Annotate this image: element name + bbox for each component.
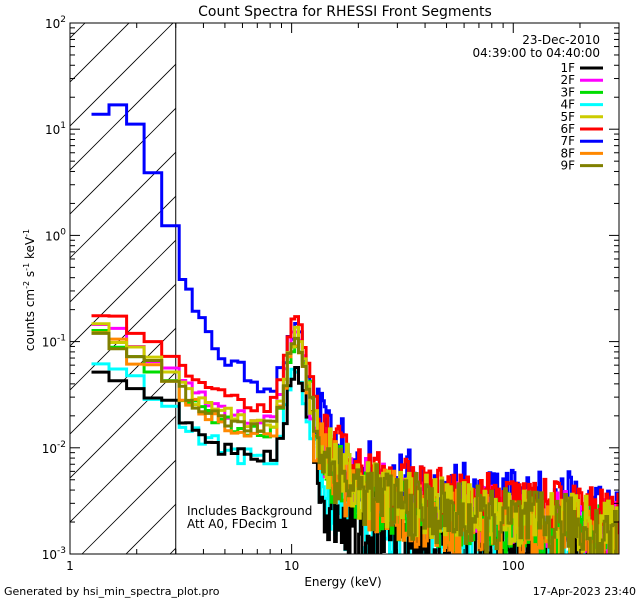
hatch-line: [70, 107, 176, 215]
x-tick-label: 100: [502, 559, 525, 573]
y-tick-label: 10-2: [42, 440, 66, 456]
timestamp-footer: 17-Apr-2023 23:40: [533, 585, 636, 598]
hatch-line: [70, 151, 176, 259]
series-line-9f: [91, 331, 618, 554]
hatch-line: [70, 23, 174, 127]
legend-label: 8F: [560, 146, 575, 160]
y-tick-label: 102: [45, 15, 66, 31]
axis-tick-labels: 1 10 100 10-3 10-2 10-1 100 101 102: [42, 15, 525, 573]
y-tick-label: 101: [45, 121, 66, 137]
x-tick-label: 10: [284, 559, 299, 573]
hatch-line: [70, 327, 176, 435]
hatch-line: [70, 239, 176, 347]
date-label: 23-Dec-2010: [522, 33, 600, 47]
legend-label: 1F: [560, 61, 575, 75]
hatch-line: [70, 415, 176, 523]
legend-label: 9F: [560, 159, 575, 173]
plot-frame: [69, 22, 620, 555]
generated-by-footer: Generated by hsi_min_spectra_plot.pro: [4, 585, 220, 598]
axis-ticks: [69, 22, 620, 555]
attenuator-annotation: Att A0, FDecim 1: [187, 517, 288, 531]
background-annotation: Includes Background: [187, 504, 312, 518]
hatch-line: [70, 63, 176, 171]
legend-label: 3F: [560, 85, 575, 99]
x-tick-label: 1: [66, 559, 74, 573]
y-axis-label: counts cm-2 s-1 keV-1: [22, 229, 37, 351]
legend-label: 6F: [560, 122, 575, 136]
hatch-line: [70, 371, 176, 479]
time-range-label: 04:39:00 to 04:40:00: [473, 46, 600, 60]
legend-label: 2F: [560, 73, 575, 87]
x-axis-label: Energy (keV): [304, 575, 381, 589]
legend-label: 7F: [560, 134, 575, 148]
series-layer: [91, 103, 619, 554]
y-tick-label: 10-3: [42, 546, 66, 562]
hatch-line: [70, 23, 86, 39]
legend-label: 5F: [560, 110, 575, 124]
chart-title: Count Spectra for RHESSI Front Segments: [198, 4, 492, 20]
legend-label: 4F: [560, 98, 575, 112]
y-tick-label: 10-1: [42, 334, 66, 350]
y-tick-label: 100: [45, 227, 66, 243]
hatch-line: [70, 195, 176, 303]
